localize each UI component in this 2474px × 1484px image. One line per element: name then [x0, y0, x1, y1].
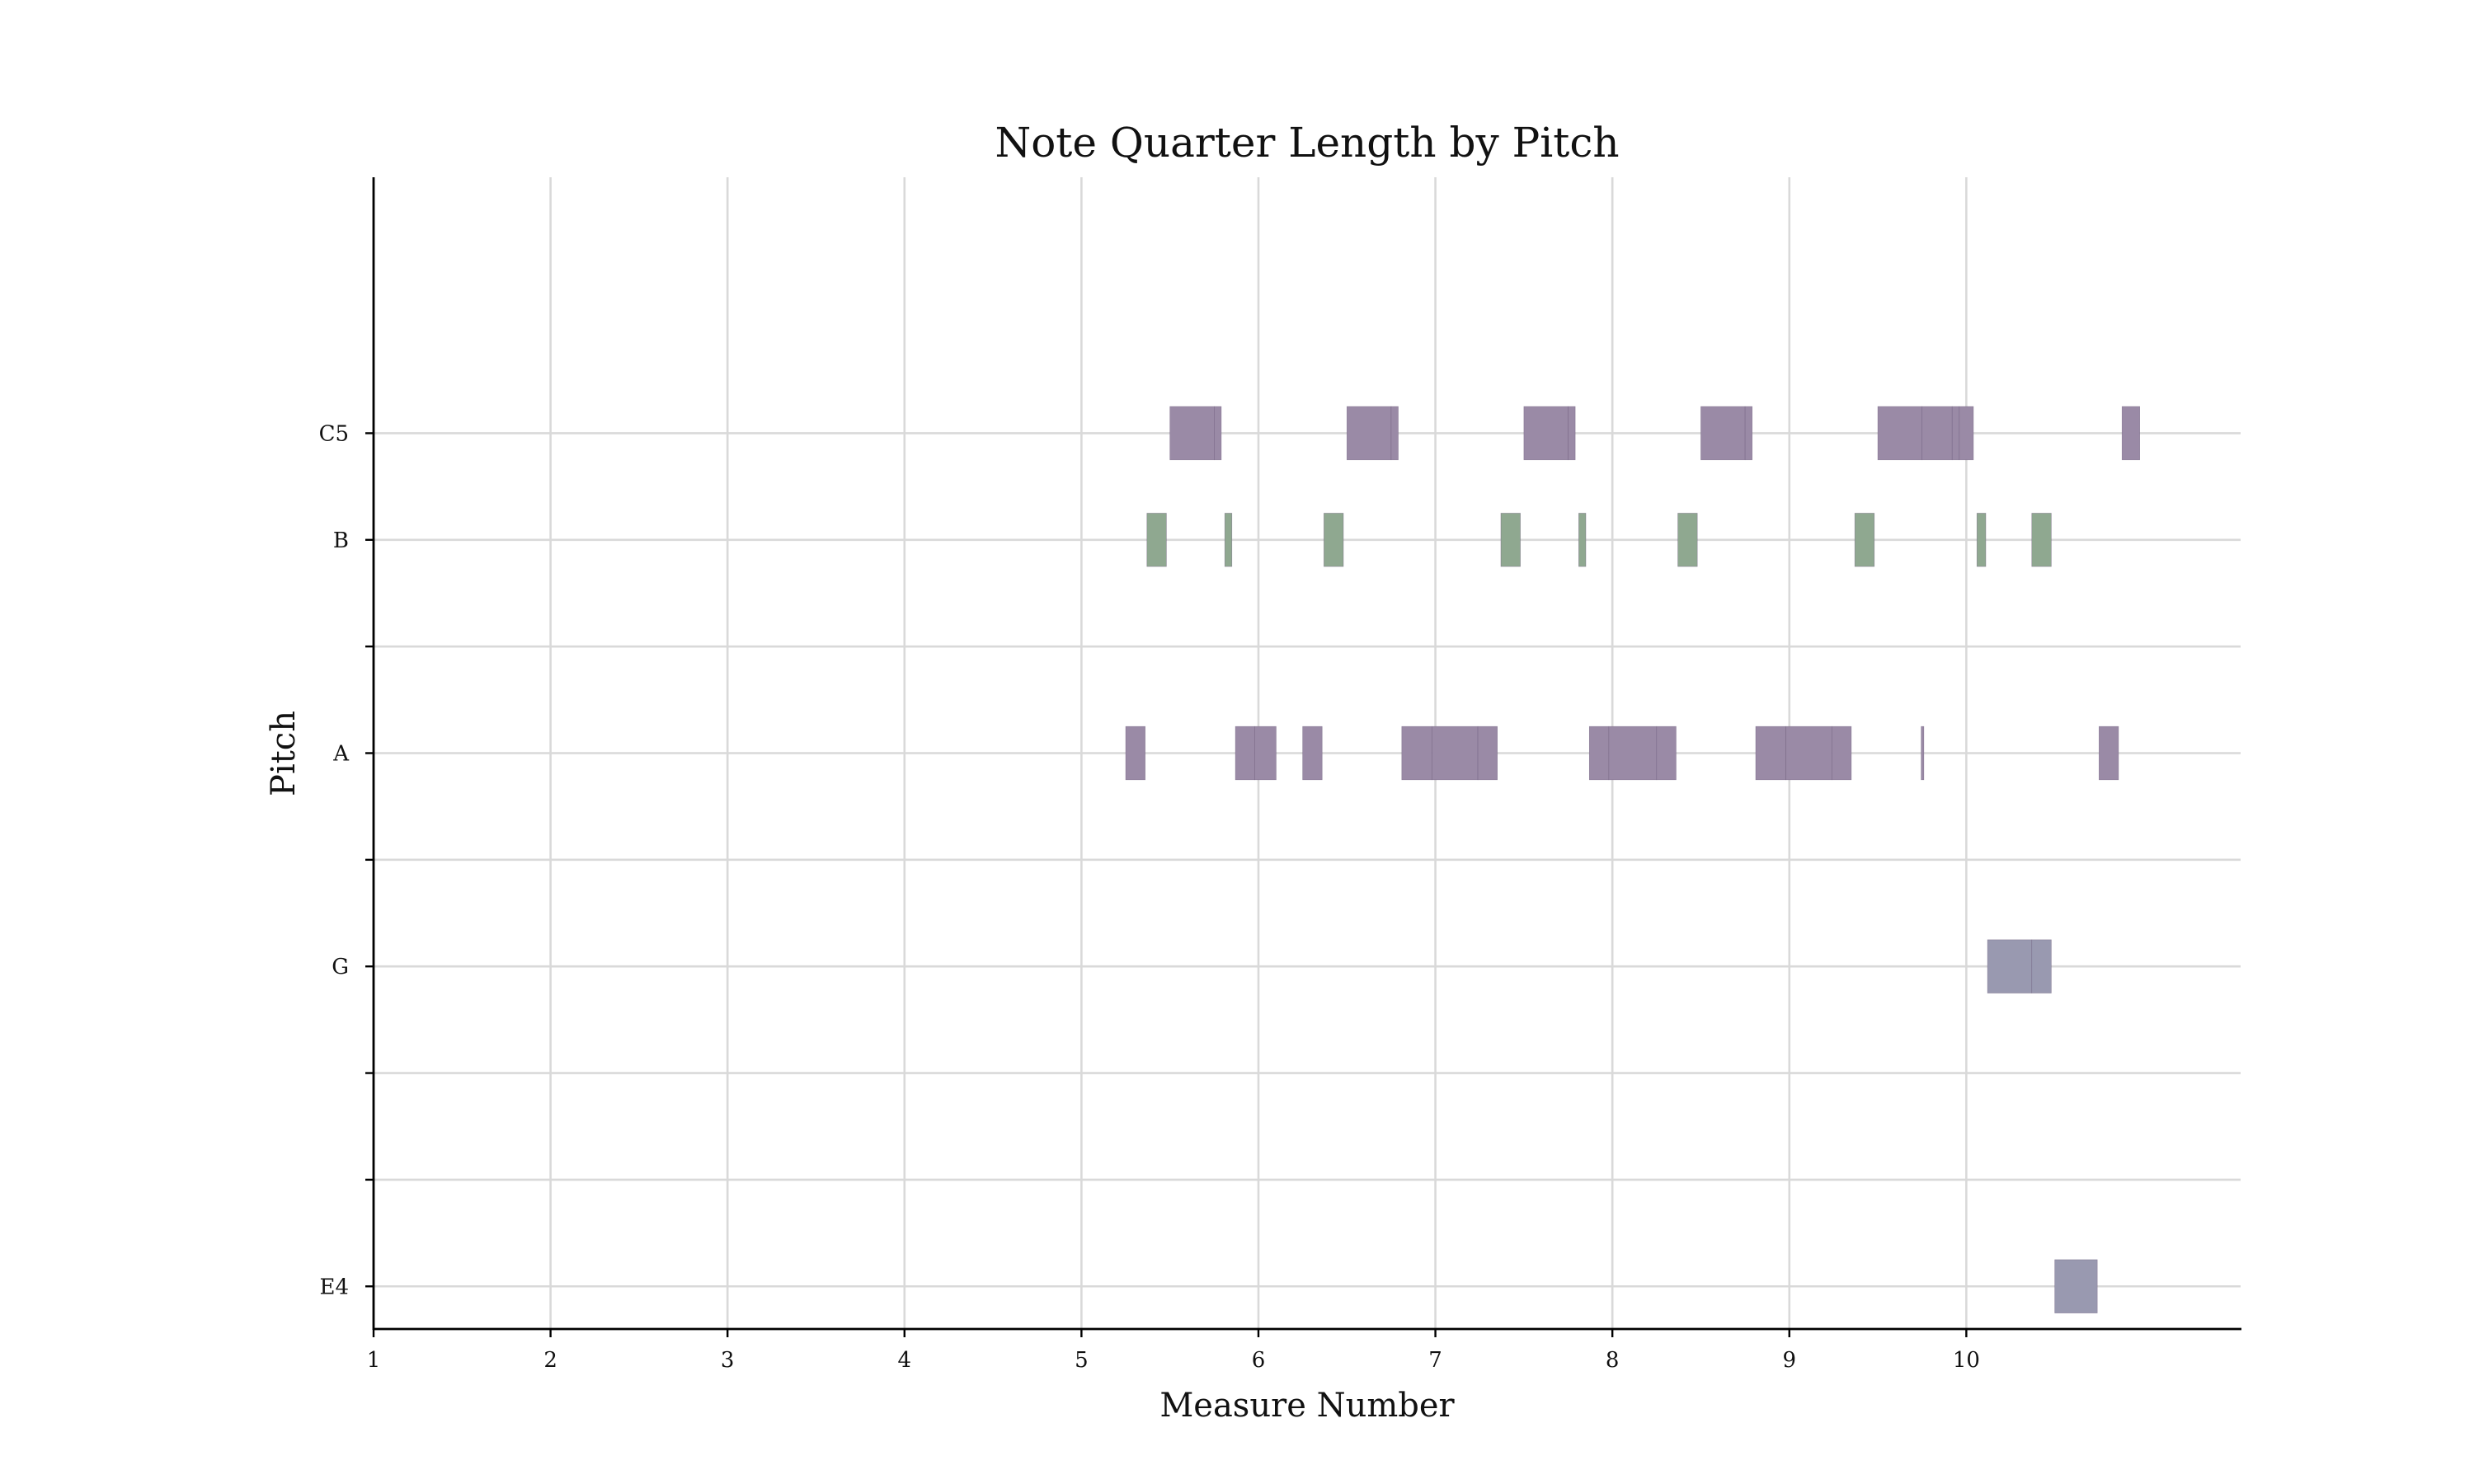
x-tick-label: 5	[1075, 1348, 1089, 1373]
y-tick-label: B	[333, 528, 349, 553]
note-bar	[1578, 513, 1587, 567]
grid	[374, 177, 2241, 1329]
y-axis-label: Pitch	[265, 711, 303, 796]
note-bar	[1877, 406, 1923, 461]
note-bar	[1302, 726, 1323, 781]
note-bar	[1951, 406, 1960, 461]
note-bar	[1755, 726, 1786, 781]
y-tick-label: G	[332, 955, 349, 979]
note-bar	[1169, 406, 1215, 461]
x-tick-label: 10	[1953, 1348, 1980, 1373]
note-bar	[1224, 513, 1233, 567]
note-bar	[1214, 406, 1222, 461]
note-bar	[1744, 406, 1753, 461]
note-bar	[1568, 406, 1576, 461]
note-bar	[1390, 406, 1399, 461]
x-tick-label: 1	[367, 1348, 381, 1373]
note-bar	[1125, 726, 1145, 781]
note-bar	[1987, 939, 2033, 993]
note-bar	[1677, 513, 1698, 567]
x-tick-label: 9	[1783, 1348, 1797, 1373]
note-bar	[1477, 726, 1498, 781]
note-bar	[1401, 726, 1432, 781]
note-bar	[1346, 406, 1392, 461]
note-bar	[1785, 726, 1832, 781]
note-bar	[1976, 513, 1987, 567]
note-bar	[2121, 406, 2140, 461]
note-bar	[1608, 726, 1658, 781]
note-bar	[1235, 726, 1255, 781]
note-bar	[1921, 726, 1925, 781]
x-tick-label: 6	[1252, 1348, 1266, 1373]
note-bar	[1254, 726, 1277, 781]
note-bar	[2054, 1259, 2098, 1313]
x-tick-label: 7	[1428, 1348, 1442, 1373]
x-tick-label: 4	[898, 1348, 912, 1373]
chart-title: Note Quarter Length by Pitch	[995, 119, 1619, 167]
note-bar	[1324, 513, 1344, 567]
y-tick-label: E4	[319, 1275, 349, 1299]
x-tick-label: 2	[543, 1348, 557, 1373]
note-bar	[1431, 726, 1479, 781]
note-bar	[1146, 513, 1167, 567]
x-tick-label: 8	[1606, 1348, 1620, 1373]
note-bar	[1523, 406, 1569, 461]
x-axis-label: Measure Number	[1159, 1387, 1455, 1425]
note-bar	[1854, 513, 1875, 567]
note-bar	[2031, 513, 2052, 567]
y-tick-label: A	[332, 742, 350, 767]
ticks: 1 2 3 4 5 6 7 8 9 10 E4 G A B C5	[319, 421, 1980, 1373]
note-bar	[1831, 726, 1852, 781]
note-bar	[1656, 726, 1677, 781]
note-bar	[1959, 406, 1974, 461]
note-bar	[1500, 513, 1521, 567]
note-bars	[1125, 406, 2140, 1313]
note-bar	[2099, 726, 2119, 781]
x-tick-label: 3	[721, 1348, 735, 1373]
note-bar	[1588, 726, 1610, 781]
note-bar	[2031, 939, 2052, 993]
note-bar	[1700, 406, 1746, 461]
y-tick-label: C5	[319, 421, 349, 446]
note-bar	[1921, 406, 1953, 461]
